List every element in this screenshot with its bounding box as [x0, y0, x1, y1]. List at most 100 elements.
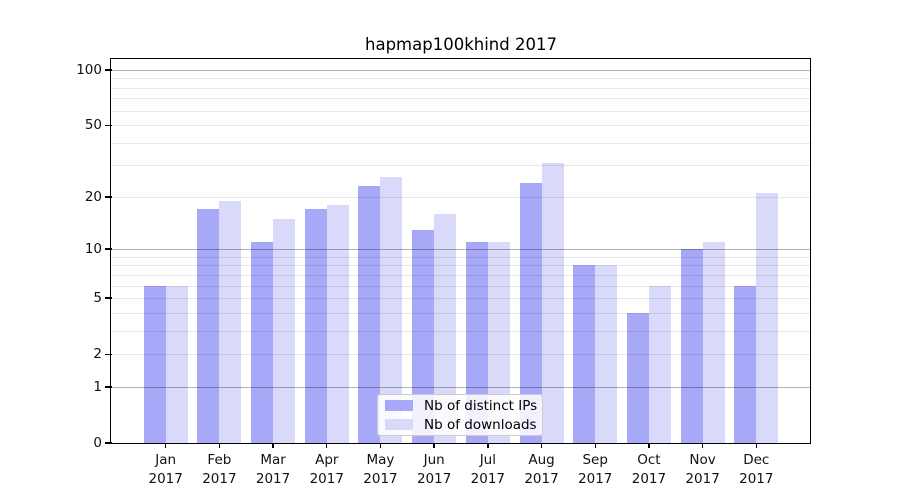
- minor-gridline-70: [112, 98, 810, 100]
- minor-gridline-9: [112, 256, 810, 258]
- x-tick-jun: [433, 443, 435, 448]
- minor-gridline-3: [112, 330, 810, 332]
- x-tick-year: 2017: [148, 470, 183, 487]
- y-tick-label-5: 5: [93, 290, 102, 307]
- bar-nb-of-distinct-ips-may: [358, 186, 381, 443]
- x-tick-label-apr: Apr 2017: [295, 451, 359, 488]
- bar-nb-of-downloads-may: [380, 176, 403, 443]
- x-tick-year: 2017: [578, 470, 613, 487]
- x-tick-label-feb: Feb 2017: [187, 451, 251, 488]
- x-tick-nov: [701, 443, 704, 448]
- minor-gridline-8: [112, 265, 810, 267]
- chart-title: hapmap100khind 2017: [365, 35, 557, 54]
- bar-nb-of-downloads-jul: [487, 242, 510, 443]
- y-tick-label-10: 10: [84, 241, 102, 258]
- bar-nb-of-distinct-ips-jan: [143, 285, 166, 443]
- x-tick-jul: [487, 443, 489, 448]
- x-tick-label-sep: Sep 2017: [563, 451, 627, 488]
- bar-nb-of-distinct-ips-feb: [197, 209, 220, 443]
- y-tick-100: [105, 69, 112, 71]
- x-tick-month: Jul: [479, 452, 496, 468]
- bar-nb-of-downloads-apr: [326, 205, 349, 443]
- x-tick-mar: [272, 443, 274, 448]
- minor-gridline-7: [112, 274, 810, 276]
- bar-nb-of-downloads-nov: [702, 242, 725, 443]
- y-tick-0: [105, 442, 112, 444]
- bar-nb-of-distinct-ips-oct: [626, 312, 649, 443]
- minor-gridline-90: [112, 78, 810, 80]
- y-tick-1: [105, 386, 112, 388]
- x-tick-year: 2017: [202, 470, 237, 487]
- y-tick-50: [105, 124, 112, 126]
- y-tick-label-1: 1: [93, 378, 102, 395]
- bar-nb-of-distinct-ips-mar: [251, 242, 274, 443]
- y-tick-label-2: 2: [93, 346, 102, 363]
- x-tick-year: 2017: [524, 470, 559, 487]
- major-gridline-100: [112, 69, 810, 71]
- x-tick-month: Feb: [207, 452, 232, 468]
- x-tick-year: 2017: [739, 470, 774, 487]
- legend-swatch-downloads: [385, 419, 413, 430]
- x-tick-label-oct: Oct 2017: [617, 451, 681, 488]
- bar-nb-of-distinct-ips-apr: [304, 209, 327, 443]
- bar-nb-of-downloads-feb: [219, 200, 242, 443]
- x-tick-jan: [164, 443, 167, 448]
- x-tick-label-dec: Dec 2017: [724, 451, 788, 488]
- x-tick-month: Jan: [155, 452, 177, 468]
- x-tick-month: Oct: [637, 452, 661, 468]
- minor-gridline-60: [112, 110, 810, 112]
- y-tick-label-20: 20: [84, 188, 102, 205]
- x-tick-month: Nov: [689, 452, 716, 468]
- bar-nb-of-distinct-ips-jul: [465, 242, 488, 443]
- x-tick-label-jun: Jun 2017: [402, 451, 466, 488]
- minor-gridline-6: [112, 285, 810, 287]
- minor-gridline-5: [112, 298, 810, 300]
- y-tick-20: [105, 196, 112, 198]
- minor-gridline-30: [112, 165, 810, 167]
- minor-gridline-80: [112, 87, 810, 89]
- x-tick-label-mar: Mar 2017: [241, 451, 305, 488]
- x-tick-label-jul: Jul 2017: [456, 451, 520, 488]
- legend-item-distinct-ips: Nb of distinct IPs: [385, 396, 542, 415]
- x-tick-month: Sep: [582, 452, 608, 468]
- x-tick-month: Mar: [260, 452, 286, 468]
- y-tick-10: [105, 248, 112, 250]
- legend-item-downloads: Nb of downloads: [385, 415, 542, 434]
- x-tick-oct: [648, 443, 650, 448]
- plot-area: [112, 60, 810, 443]
- y-tick-label-0: 0: [93, 435, 102, 451]
- bar-nb-of-downloads-oct: [648, 285, 671, 443]
- legend-label-distinct-ips: Nb of distinct IPs: [424, 397, 538, 414]
- minor-gridline-20: [112, 196, 810, 198]
- bar-nb-of-distinct-ips-sep: [573, 265, 596, 443]
- bar-nb-of-distinct-ips-dec: [734, 285, 757, 443]
- x-tick-month: May: [366, 452, 395, 468]
- x-tick-label-nov: Nov 2017: [671, 451, 735, 488]
- x-tick-aug: [540, 443, 543, 448]
- y-tick-label-50: 50: [84, 117, 102, 134]
- x-tick-month: Jun: [423, 452, 445, 468]
- x-tick-year: 2017: [255, 470, 291, 487]
- x-tick-year: 2017: [309, 470, 344, 487]
- x-tick-apr: [326, 443, 328, 448]
- x-tick-year: 2017: [470, 470, 506, 487]
- x-tick-label-aug: Aug 2017: [510, 451, 574, 488]
- legend-swatch-distinct-ips: [385, 400, 413, 411]
- bar-nb-of-downloads-aug: [541, 162, 564, 443]
- major-gridline-10: [112, 249, 810, 251]
- bar-nb-of-distinct-ips-jun: [412, 229, 435, 443]
- minor-gridline-40: [112, 142, 810, 144]
- x-tick-label-may: May 2017: [348, 451, 412, 488]
- major-gridline-1: [112, 386, 810, 388]
- x-tick-year: 2017: [416, 470, 452, 487]
- bar-nb-of-downloads-mar: [273, 218, 296, 443]
- minor-gridline-4: [112, 312, 810, 314]
- x-tick-feb: [218, 443, 221, 448]
- x-tick-month: Dec: [743, 452, 770, 468]
- legend: Nb of distinct IPs Nb of downloads: [377, 394, 543, 436]
- minor-gridline-50: [112, 125, 810, 127]
- x-tick-year: 2017: [685, 470, 720, 487]
- x-tick-month: Aug: [528, 452, 555, 468]
- x-tick-sep: [594, 443, 596, 448]
